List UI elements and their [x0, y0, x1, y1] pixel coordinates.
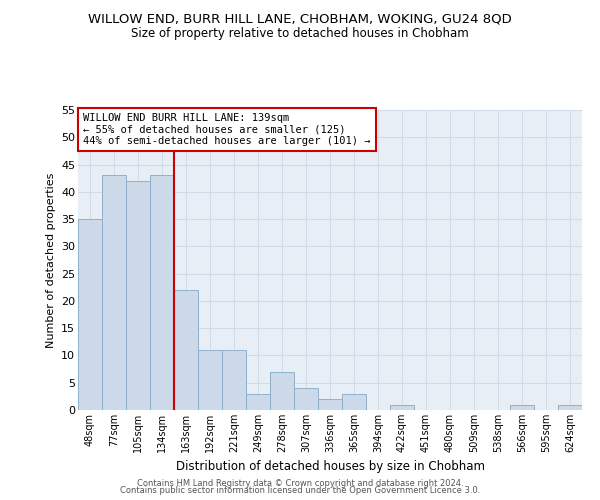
- Bar: [246, 394, 270, 410]
- Text: WILLOW END BURR HILL LANE: 139sqm
← 55% of detached houses are smaller (125)
44%: WILLOW END BURR HILL LANE: 139sqm ← 55% …: [83, 113, 371, 146]
- Text: Contains HM Land Registry data © Crown copyright and database right 2024.: Contains HM Land Registry data © Crown c…: [137, 478, 463, 488]
- Bar: [558, 404, 582, 410]
- Bar: [342, 394, 366, 410]
- Bar: [174, 290, 198, 410]
- Bar: [294, 388, 318, 410]
- Bar: [102, 176, 126, 410]
- Bar: [78, 219, 102, 410]
- Bar: [390, 404, 414, 410]
- Text: Size of property relative to detached houses in Chobham: Size of property relative to detached ho…: [131, 28, 469, 40]
- Bar: [222, 350, 246, 410]
- Bar: [126, 181, 150, 410]
- X-axis label: Distribution of detached houses by size in Chobham: Distribution of detached houses by size …: [176, 460, 485, 473]
- Bar: [510, 404, 534, 410]
- Bar: [318, 399, 342, 410]
- Y-axis label: Number of detached properties: Number of detached properties: [46, 172, 56, 348]
- Text: Contains public sector information licensed under the Open Government Licence 3.: Contains public sector information licen…: [120, 486, 480, 495]
- Bar: [198, 350, 222, 410]
- Bar: [150, 176, 174, 410]
- Bar: [270, 372, 294, 410]
- Text: WILLOW END, BURR HILL LANE, CHOBHAM, WOKING, GU24 8QD: WILLOW END, BURR HILL LANE, CHOBHAM, WOK…: [88, 12, 512, 26]
